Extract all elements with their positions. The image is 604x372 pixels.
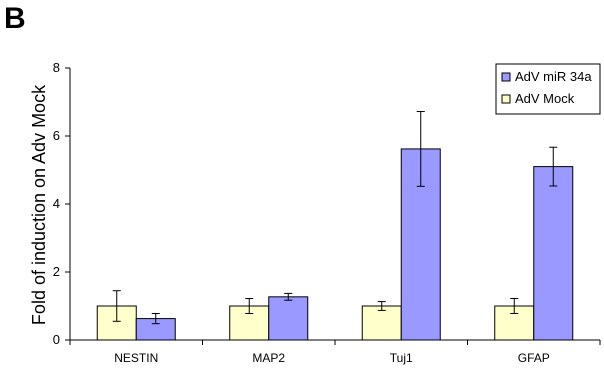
x-tick-label: MAP2	[252, 351, 285, 365]
legend-label: AdV Mock	[515, 91, 575, 106]
bar-adv-mir-34a-gfap	[533, 166, 574, 341]
y-tick-label: 8	[53, 60, 60, 75]
x-tick-label: NESTIN	[114, 351, 158, 365]
legend-box	[495, 63, 601, 115]
y-tick-label: 6	[53, 128, 60, 143]
legend-swatch	[501, 94, 511, 104]
y-tick-label: 4	[53, 196, 60, 211]
legend-swatch	[501, 72, 511, 82]
panel-label: B	[4, 2, 26, 35]
y-tick-labels: 0 2 4 6 8	[53, 60, 60, 347]
y-tick-label: 0	[53, 332, 60, 347]
legend-label: AdV miR 34a	[515, 69, 592, 84]
x-tick-labels: NESTIN MAP2 Tuj1 GFAP	[114, 351, 550, 365]
y-axis-label: Fold of induction on Adv Mock	[29, 84, 49, 325]
bar-adv-mock-tuj1	[361, 305, 402, 341]
chart-error-bars	[112, 111, 558, 325]
bar-adv-mir-34a-map2	[268, 296, 309, 341]
x-tick-label: GFAP	[518, 351, 550, 365]
y-tick-label: 2	[53, 264, 60, 279]
x-tick-label: Tuj1	[390, 351, 413, 365]
chart-bars	[96, 148, 574, 341]
legend: AdV miR 34a AdV Mock	[495, 63, 601, 115]
